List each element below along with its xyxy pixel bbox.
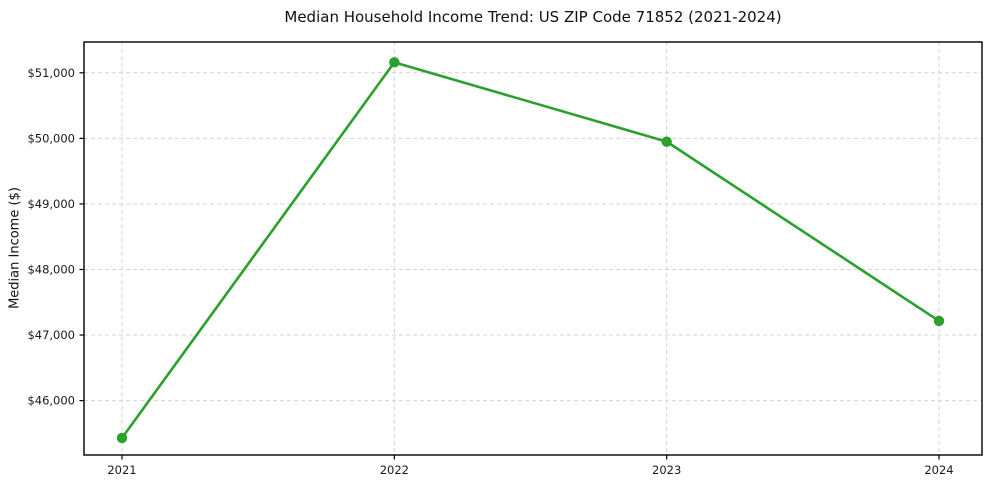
data-point-marker — [389, 57, 400, 68]
y-tick-label: $46,000 — [27, 394, 75, 408]
y-tick-label: $48,000 — [27, 262, 75, 276]
y-tick-label: $50,000 — [27, 131, 75, 145]
data-point-marker — [661, 136, 672, 147]
x-tick-label: 2021 — [107, 463, 136, 477]
x-tick-label: 2023 — [652, 463, 681, 477]
y-tick-label: $51,000 — [27, 66, 75, 80]
chart-title: Median Household Income Trend: US ZIP Co… — [284, 8, 782, 26]
y-tick-label: $47,000 — [27, 328, 75, 342]
data-point-marker — [116, 432, 128, 444]
x-tick-label: 2024 — [924, 463, 953, 477]
income-trend-line — [120, 61, 941, 440]
data-point-marker — [933, 315, 945, 327]
y-tick-label: $49,000 — [27, 197, 75, 211]
plot-border — [83, 41, 983, 456]
x-tick-label: 2022 — [380, 463, 409, 477]
